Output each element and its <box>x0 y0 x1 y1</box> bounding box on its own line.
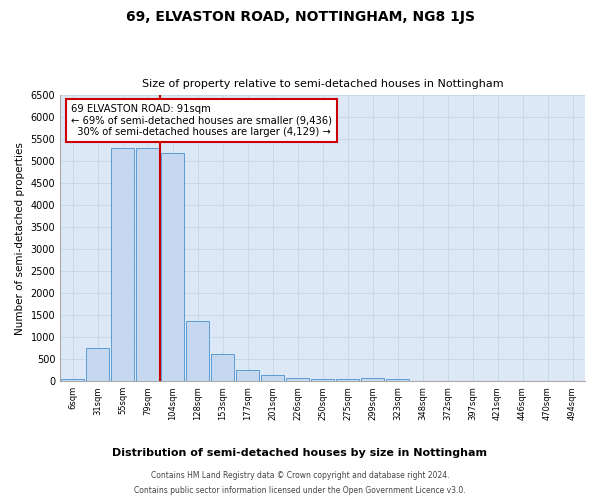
Y-axis label: Number of semi-detached properties: Number of semi-detached properties <box>15 142 25 334</box>
Bar <box>86 348 109 382</box>
Bar <box>337 378 359 382</box>
Bar <box>112 148 134 382</box>
Bar <box>136 148 159 382</box>
Text: Contains HM Land Registry data © Crown copyright and database right 2024.: Contains HM Land Registry data © Crown c… <box>151 471 449 480</box>
Bar <box>211 354 234 382</box>
Bar <box>262 375 284 382</box>
Bar <box>286 378 309 382</box>
Bar <box>361 378 384 382</box>
Bar <box>187 320 209 382</box>
Title: Size of property relative to semi-detached houses in Nottingham: Size of property relative to semi-detach… <box>142 79 503 89</box>
Bar <box>311 378 334 382</box>
Text: Distribution of semi-detached houses by size in Nottingham: Distribution of semi-detached houses by … <box>113 448 487 458</box>
Text: 69 ELVASTON ROAD: 91sqm
← 69% of semi-detached houses are smaller (9,436)
  30% : 69 ELVASTON ROAD: 91sqm ← 69% of semi-de… <box>71 104 332 137</box>
Text: Contains public sector information licensed under the Open Government Licence v3: Contains public sector information licen… <box>134 486 466 495</box>
Bar <box>386 379 409 382</box>
Text: 69, ELVASTON ROAD, NOTTINGHAM, NG8 1JS: 69, ELVASTON ROAD, NOTTINGHAM, NG8 1JS <box>125 10 475 24</box>
Bar <box>161 152 184 382</box>
Bar <box>61 379 84 382</box>
Bar <box>236 370 259 382</box>
